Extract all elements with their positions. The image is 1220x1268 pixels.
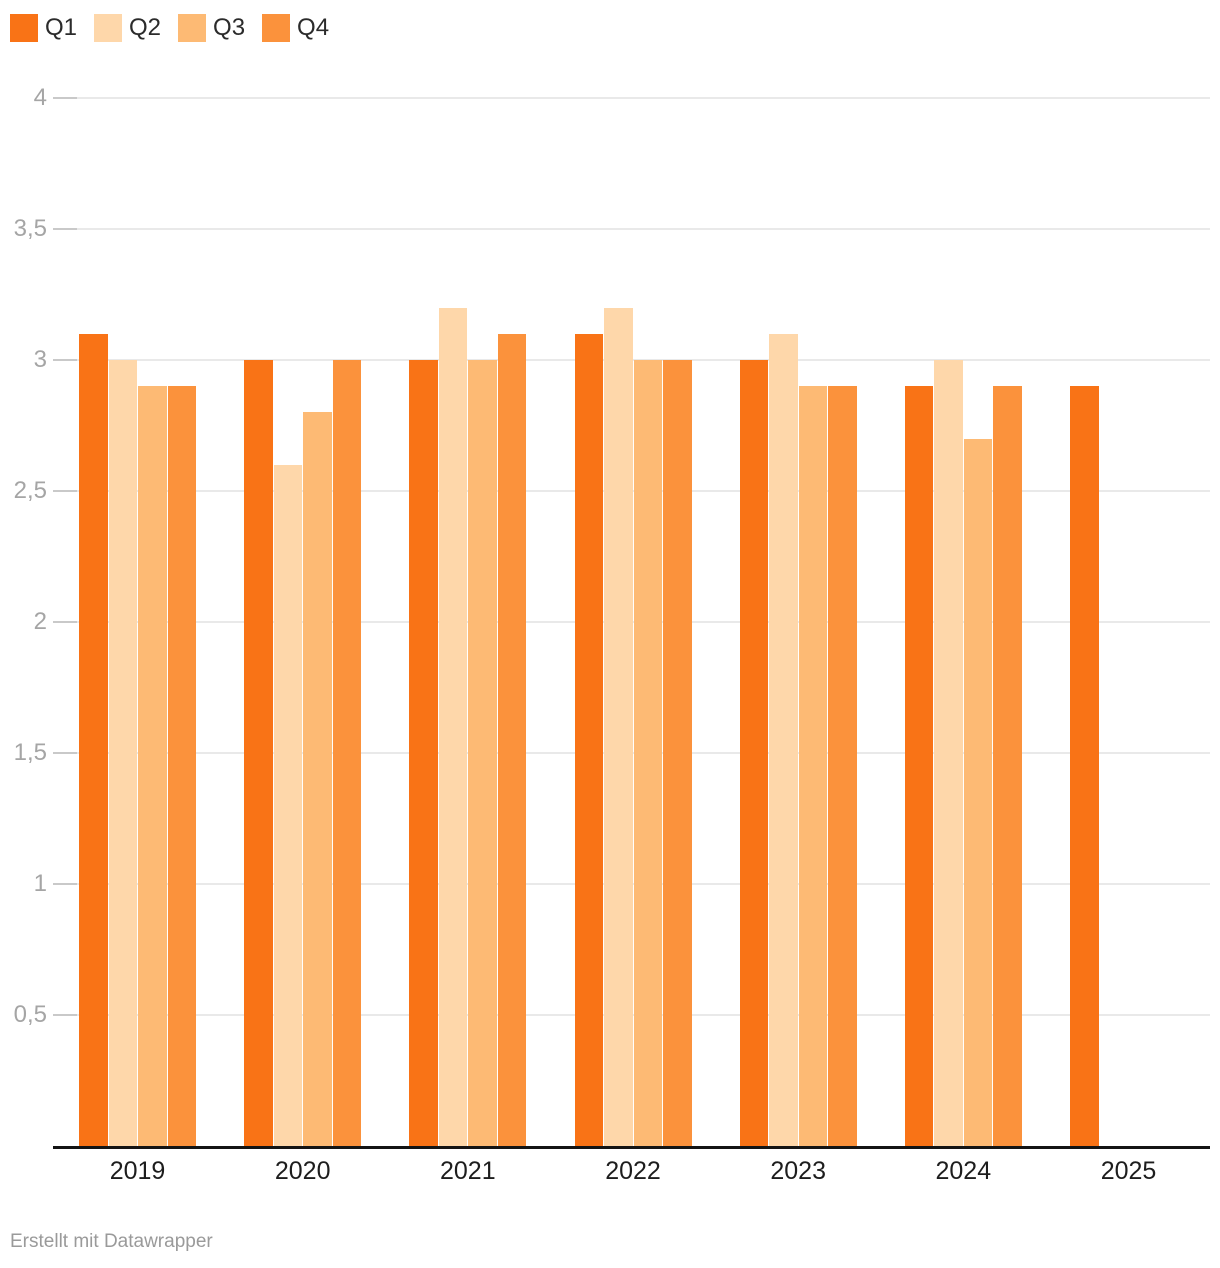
- legend-item-q3: Q3: [178, 14, 245, 42]
- legend-label: Q3: [213, 14, 246, 41]
- bar-2024-q2[interactable]: [934, 360, 963, 1146]
- ytick-mark: [53, 97, 77, 99]
- ytick-mark: [53, 1014, 77, 1016]
- legend-swatch-q1: [10, 14, 38, 42]
- chart-legend: Q1 Q2 Q3 Q4: [10, 14, 329, 42]
- y-axis-tick-label: 2: [33, 608, 47, 635]
- bar-2020-q1[interactable]: [244, 360, 273, 1146]
- y-axis-tick-label: 2,5: [13, 477, 47, 504]
- gridline-y-4: [57, 97, 1210, 99]
- ytick-mark: [53, 490, 77, 492]
- bar-2020-q4[interactable]: [332, 360, 362, 1146]
- y-axis-tick-label: 1: [33, 870, 47, 897]
- bar-2025-q1[interactable]: [1070, 386, 1099, 1146]
- bar-2023-q2[interactable]: [769, 333, 798, 1146]
- bar-2021-q3[interactable]: [468, 360, 497, 1146]
- y-axis-tick-label: 3,5: [13, 215, 47, 242]
- bar-2019-q4[interactable]: [167, 386, 196, 1146]
- bar-2022-q3[interactable]: [633, 360, 662, 1146]
- x-axis-label-2021: 2021: [439, 1157, 496, 1185]
- bar-2022-q1[interactable]: [574, 333, 603, 1146]
- legend-label: Q4: [297, 14, 330, 41]
- gridline-y-3,5: [57, 228, 1210, 230]
- bar-2021-q4[interactable]: [497, 333, 527, 1146]
- ytick-mark: [53, 359, 77, 361]
- ytick-mark: [53, 621, 77, 623]
- bar-2021-q1[interactable]: [409, 360, 438, 1146]
- x-axis-label-2020: 2020: [274, 1157, 331, 1185]
- bar-2019-q1[interactable]: [79, 333, 108, 1146]
- bar-2024-q3[interactable]: [963, 438, 993, 1146]
- legend-label: Q1: [45, 14, 78, 41]
- legend-label: Q2: [129, 14, 162, 41]
- bar-2021-q2[interactable]: [438, 307, 468, 1146]
- x-axis-label-2019: 2019: [109, 1157, 166, 1185]
- bar-2022-q4[interactable]: [663, 360, 692, 1146]
- bar-2023-q3[interactable]: [798, 386, 828, 1146]
- ytick-mark: [53, 883, 77, 885]
- legend-item-q1: Q1: [10, 14, 77, 42]
- x-axis-label-2025: 2025: [1100, 1157, 1157, 1185]
- x-axis-label-2023: 2023: [770, 1157, 826, 1185]
- legend-item-q2: Q2: [94, 14, 161, 42]
- bar-2019-q2[interactable]: [108, 360, 137, 1146]
- bar-2020-q2[interactable]: [273, 464, 303, 1146]
- bar-2022-q2[interactable]: [604, 307, 633, 1146]
- bar-2024-q4[interactable]: [993, 386, 1022, 1146]
- datawrapper-credit-link[interactable]: Erstellt mit Datawrapper: [10, 1231, 213, 1252]
- ytick-mark: [53, 228, 77, 230]
- bar-2020-q3[interactable]: [303, 412, 332, 1146]
- y-axis-tick-label: 1,5: [13, 739, 47, 766]
- y-axis-tick-label: 4: [33, 84, 47, 111]
- x-axis-label-2024: 2024: [935, 1157, 992, 1185]
- y-axis-tick-label: 0,5: [13, 1001, 47, 1028]
- bar-2023-q4[interactable]: [828, 386, 857, 1146]
- legend-swatch-q3: [178, 14, 207, 42]
- legend-item-q4: Q4: [262, 14, 329, 42]
- x-axis-line: [53, 1146, 1210, 1149]
- x-axis-label-2022: 2022: [605, 1157, 661, 1185]
- ytick-mark: [53, 752, 77, 754]
- legend-swatch-q2: [94, 14, 123, 42]
- bar-2024-q1[interactable]: [904, 386, 934, 1146]
- legend-swatch-q4: [262, 14, 291, 42]
- bar-2023-q1[interactable]: [739, 360, 769, 1146]
- bar-2019-q3[interactable]: [138, 386, 167, 1146]
- y-axis-tick-label: 3: [33, 346, 47, 373]
